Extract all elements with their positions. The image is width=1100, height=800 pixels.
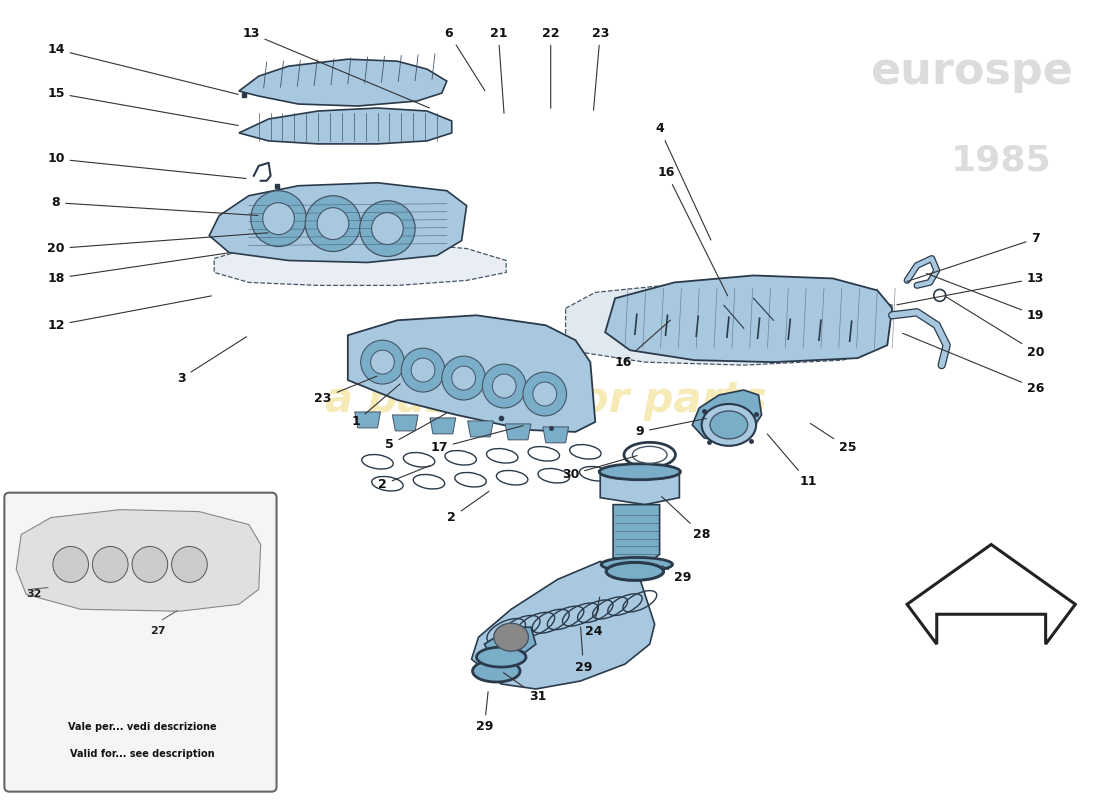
Text: 26: 26 xyxy=(903,334,1044,394)
Text: 23: 23 xyxy=(592,26,609,110)
Text: 32: 32 xyxy=(26,590,42,599)
Polygon shape xyxy=(692,390,761,442)
Polygon shape xyxy=(601,465,680,505)
Circle shape xyxy=(452,366,475,390)
Text: 17: 17 xyxy=(430,426,524,454)
Circle shape xyxy=(172,546,207,582)
Circle shape xyxy=(402,348,444,392)
Circle shape xyxy=(934,290,946,302)
Text: 16: 16 xyxy=(658,166,728,296)
Ellipse shape xyxy=(476,647,526,667)
Polygon shape xyxy=(354,412,381,428)
Circle shape xyxy=(442,356,485,400)
Ellipse shape xyxy=(702,404,756,446)
Circle shape xyxy=(251,190,306,246)
Polygon shape xyxy=(472,562,654,689)
Text: 29: 29 xyxy=(662,566,691,584)
Circle shape xyxy=(532,382,557,406)
Text: 13: 13 xyxy=(242,26,429,108)
Ellipse shape xyxy=(494,623,528,651)
Polygon shape xyxy=(430,418,455,434)
Circle shape xyxy=(317,208,349,239)
Polygon shape xyxy=(613,505,660,565)
Text: 15: 15 xyxy=(47,86,239,126)
Circle shape xyxy=(522,372,566,416)
Ellipse shape xyxy=(602,558,672,571)
Text: 19: 19 xyxy=(926,274,1044,322)
Text: 29: 29 xyxy=(574,627,592,674)
Ellipse shape xyxy=(632,446,667,463)
Circle shape xyxy=(92,546,128,582)
Text: 25: 25 xyxy=(811,423,857,454)
Ellipse shape xyxy=(606,562,663,580)
Polygon shape xyxy=(908,545,1076,644)
Ellipse shape xyxy=(711,411,748,439)
Text: 1985: 1985 xyxy=(950,144,1052,178)
Circle shape xyxy=(411,358,434,382)
Text: 12: 12 xyxy=(47,296,211,332)
Text: 4: 4 xyxy=(656,122,711,240)
Text: 24: 24 xyxy=(584,597,602,638)
Polygon shape xyxy=(393,415,418,431)
Ellipse shape xyxy=(600,464,681,480)
Text: 8: 8 xyxy=(52,196,257,215)
Text: 27: 27 xyxy=(150,626,165,636)
Text: 30: 30 xyxy=(562,455,637,482)
Text: 9: 9 xyxy=(636,418,706,438)
Text: 5: 5 xyxy=(385,414,447,451)
Text: 1: 1 xyxy=(351,384,400,429)
Text: 21: 21 xyxy=(490,26,507,114)
Polygon shape xyxy=(239,108,452,144)
Polygon shape xyxy=(484,627,536,659)
Circle shape xyxy=(263,202,295,234)
Circle shape xyxy=(132,546,167,582)
Polygon shape xyxy=(542,427,569,443)
Circle shape xyxy=(372,213,404,245)
Polygon shape xyxy=(348,315,595,432)
Text: 7: 7 xyxy=(906,232,1041,282)
FancyBboxPatch shape xyxy=(4,493,276,792)
Circle shape xyxy=(306,196,361,251)
Text: 11: 11 xyxy=(768,434,817,488)
Text: 14: 14 xyxy=(47,42,239,94)
Text: eurospe: eurospe xyxy=(870,50,1072,93)
Circle shape xyxy=(361,340,404,384)
Polygon shape xyxy=(239,59,447,106)
Polygon shape xyxy=(468,421,493,437)
Text: 13: 13 xyxy=(896,272,1044,305)
Text: 10: 10 xyxy=(47,152,246,178)
Circle shape xyxy=(493,374,516,398)
Text: 3: 3 xyxy=(177,337,246,385)
Circle shape xyxy=(360,201,415,257)
Circle shape xyxy=(483,364,526,408)
Text: 23: 23 xyxy=(315,376,377,405)
Text: a passion for parts: a passion for parts xyxy=(324,379,767,421)
Polygon shape xyxy=(605,275,892,362)
Text: 6: 6 xyxy=(444,26,485,90)
Text: Valid for... see description: Valid for... see description xyxy=(69,749,214,758)
Text: Vale per... vedi descrizione: Vale per... vedi descrizione xyxy=(67,722,217,732)
Text: 20: 20 xyxy=(946,297,1045,358)
Polygon shape xyxy=(214,242,506,286)
Ellipse shape xyxy=(473,660,520,682)
Polygon shape xyxy=(16,510,261,611)
Text: 2: 2 xyxy=(448,491,490,524)
Text: 22: 22 xyxy=(542,26,560,108)
Text: 16: 16 xyxy=(614,320,670,369)
Polygon shape xyxy=(209,182,466,262)
Polygon shape xyxy=(505,424,531,440)
Polygon shape xyxy=(565,282,892,365)
Text: 31: 31 xyxy=(504,673,547,703)
Text: 28: 28 xyxy=(661,497,711,541)
Text: 2: 2 xyxy=(378,466,429,491)
Text: 29: 29 xyxy=(475,692,493,734)
Circle shape xyxy=(371,350,394,374)
Text: 20: 20 xyxy=(47,233,267,255)
Circle shape xyxy=(53,546,88,582)
Text: 18: 18 xyxy=(47,253,229,285)
